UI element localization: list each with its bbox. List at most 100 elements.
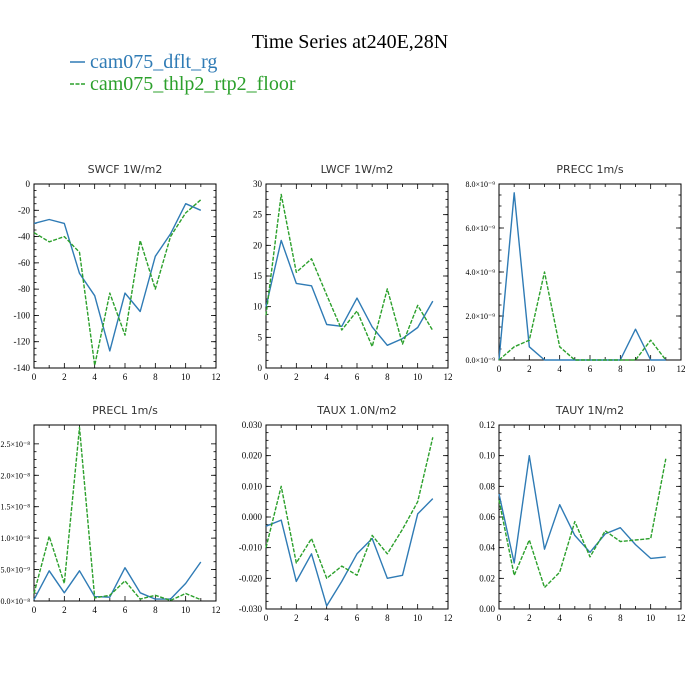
- panel-tauy: TAUY 1N/m2 0 2 4 6 8 10 12 0.00 0.02 0.04 0.06 0.08 0…: [479, 404, 685, 623]
- x-tick-label: 10: [413, 372, 423, 382]
- x-tick-label: 8: [618, 613, 623, 623]
- x-tick-label: 12: [212, 372, 221, 382]
- x-tick-label: 0: [32, 605, 37, 615]
- x-tick-label: 6: [123, 372, 128, 382]
- x-tick-label: 2: [527, 613, 532, 623]
- figure-title: Time Series at240E,28N: [252, 31, 448, 53]
- x-tick-label: 2: [527, 364, 532, 374]
- x-tick-label: 12: [444, 372, 453, 382]
- x-tick-label: 2: [294, 613, 299, 623]
- y-tick-label: 25: [253, 210, 263, 220]
- y-tick-label: 0.10: [479, 451, 495, 461]
- series-line-swcf-dflt: [33, 202, 202, 352]
- x-tick-label: 12: [677, 613, 686, 623]
- y-tick-label: 0: [258, 363, 263, 373]
- y-tick-label: 0: [26, 179, 31, 189]
- x-tick-label: 2: [294, 372, 299, 382]
- y-tick-label: 5: [258, 332, 263, 342]
- panel-title-taux: TAUX 1.0N/m2: [316, 404, 397, 417]
- series-line-precc-dflt: [498, 192, 666, 361]
- y-tick-label: 0.06: [479, 512, 495, 522]
- legend-label-dflt: cam075_dflt_rg: [90, 51, 217, 73]
- x-tick-label: 12: [444, 613, 453, 623]
- plot-frame-precc: [498, 183, 682, 361]
- x-tick-label: 10: [646, 364, 656, 374]
- x-tick-label: 2: [62, 605, 67, 615]
- y-tick-label: 0.02: [479, 573, 495, 583]
- y-tick-label: -0.030: [239, 604, 263, 614]
- x-tick-label: 4: [557, 613, 562, 623]
- y-tick-label: 0.00: [479, 604, 495, 614]
- y-tick-label: 10: [253, 302, 263, 312]
- series-line-tauy-floor: [498, 458, 667, 589]
- x-tick-label: 10: [646, 613, 656, 623]
- panel-precl: PRECL 1m/s 0 2 4 6 8 10 12 0.0×10⁻⁸ 5.0×10⁻⁹ 1.0×1…: [0, 404, 220, 615]
- x-tick-label: 12: [212, 605, 221, 615]
- y-tick-label: 2.0×10⁻⁸: [0, 471, 30, 480]
- x-tick-label: 8: [385, 372, 390, 382]
- y-tick-label: 0.04: [479, 543, 495, 553]
- y-tick-label: -120: [14, 337, 31, 347]
- y-tick-label: 0.08: [479, 481, 495, 491]
- y-tick-label: 30: [253, 179, 263, 189]
- panel-title-lwcf: LWCF 1W/m2: [321, 163, 394, 176]
- series-line-taux-floor: [265, 437, 434, 579]
- x-tick-label: 0: [497, 364, 502, 374]
- x-tick-label: 0: [264, 613, 269, 623]
- legend-label-floor: cam075_thlp2_rtp2_floor: [90, 73, 296, 95]
- y-tick-label: 5.0×10⁻⁹: [0, 566, 30, 575]
- y-tick-label: 1.0×10⁻⁸: [0, 534, 30, 543]
- plot-frame-tauy: [498, 424, 682, 610]
- x-tick-label: 0: [497, 613, 502, 623]
- panel-lwcf: LWCF 1W/m2 0 2 4 6 8 10 12 0 5 10 15 20 25 30: [253, 163, 453, 382]
- x-tick-label: 6: [588, 613, 593, 623]
- x-tick-label: 4: [324, 613, 329, 623]
- series-line-swcf-floor: [33, 199, 202, 367]
- x-tick-label: 4: [557, 364, 562, 374]
- y-tick-label: -40: [18, 232, 30, 242]
- panel-title-tauy: TAUY 1N/m2: [555, 404, 624, 417]
- series-line-precl-dflt: [33, 561, 202, 601]
- x-tick-label: 8: [618, 364, 623, 374]
- series-line-precc-floor: [498, 271, 667, 361]
- x-tick-label: 4: [92, 372, 97, 382]
- y-tick-label: 0.000: [242, 512, 263, 522]
- x-tick-label: 0: [32, 372, 37, 382]
- y-tick-label: 4.0×10⁻⁹: [465, 268, 495, 277]
- x-tick-label: 12: [677, 364, 686, 374]
- y-tick-label: 8.0×10⁻⁹: [465, 180, 495, 189]
- series-line-taux-dflt: [265, 498, 434, 607]
- y-tick-label: 1.5×10⁻⁸: [0, 503, 30, 512]
- legend: cam075_dflt_rg cam075_thlp2_rtp2_floor: [70, 51, 296, 95]
- y-tick-label: 2.5×10⁻⁸: [0, 440, 30, 449]
- y-tick-label: -60: [18, 258, 30, 268]
- y-tick-label: -100: [14, 310, 31, 320]
- panel-precc: PRECC 1m/s 0 2 4 6 8 10 12 0.0×10⁻⁹ 2.0×10⁻⁹ 4.0×1…: [465, 163, 685, 374]
- y-tick-label: 6.0×10⁻⁹: [465, 224, 495, 233]
- panel-taux: TAUX 1.0N/m2 0 2 4 6 8 10 12 -0.030 -0.020 -0.010 0…: [239, 404, 453, 623]
- y-tick-label: 0.030: [242, 420, 263, 430]
- series-line-precl-floor: [33, 426, 202, 602]
- series-line-tauy-dflt: [498, 455, 666, 564]
- y-tick-label: 15: [253, 271, 263, 281]
- x-tick-label: 6: [588, 364, 593, 374]
- panel-title-swcf: SWCF 1W/m2: [88, 163, 163, 176]
- y-tick-label: -0.010: [239, 543, 263, 553]
- x-tick-label: 4: [324, 372, 329, 382]
- y-tick-label: 0.0×10⁻⁸: [0, 597, 30, 606]
- y-tick-label: 0.0×10⁻⁹: [465, 356, 495, 365]
- x-tick-label: 10: [181, 605, 191, 615]
- series-line-lwcf-floor: [265, 193, 434, 348]
- x-tick-label: 0: [264, 372, 269, 382]
- x-tick-label: 8: [153, 605, 158, 615]
- x-tick-label: 4: [92, 605, 97, 615]
- y-tick-label: -80: [18, 284, 30, 294]
- y-tick-label: 0.020: [242, 451, 263, 461]
- x-tick-label: 8: [385, 613, 390, 623]
- panel-swcf: SWCF 1W/m2 0 2 4 6 8 10 12 -140 -120 -100 -80 -60 -40…: [14, 163, 221, 382]
- x-tick-label: 6: [355, 613, 360, 623]
- panel-grid: SWCF 1W/m2 0 2 4 6 8 10 12 -140 -120 -100 -80 -60 -40…: [0, 163, 685, 623]
- x-tick-label: 10: [413, 613, 423, 623]
- y-tick-label: 0.010: [242, 481, 263, 491]
- x-tick-label: 8: [153, 372, 158, 382]
